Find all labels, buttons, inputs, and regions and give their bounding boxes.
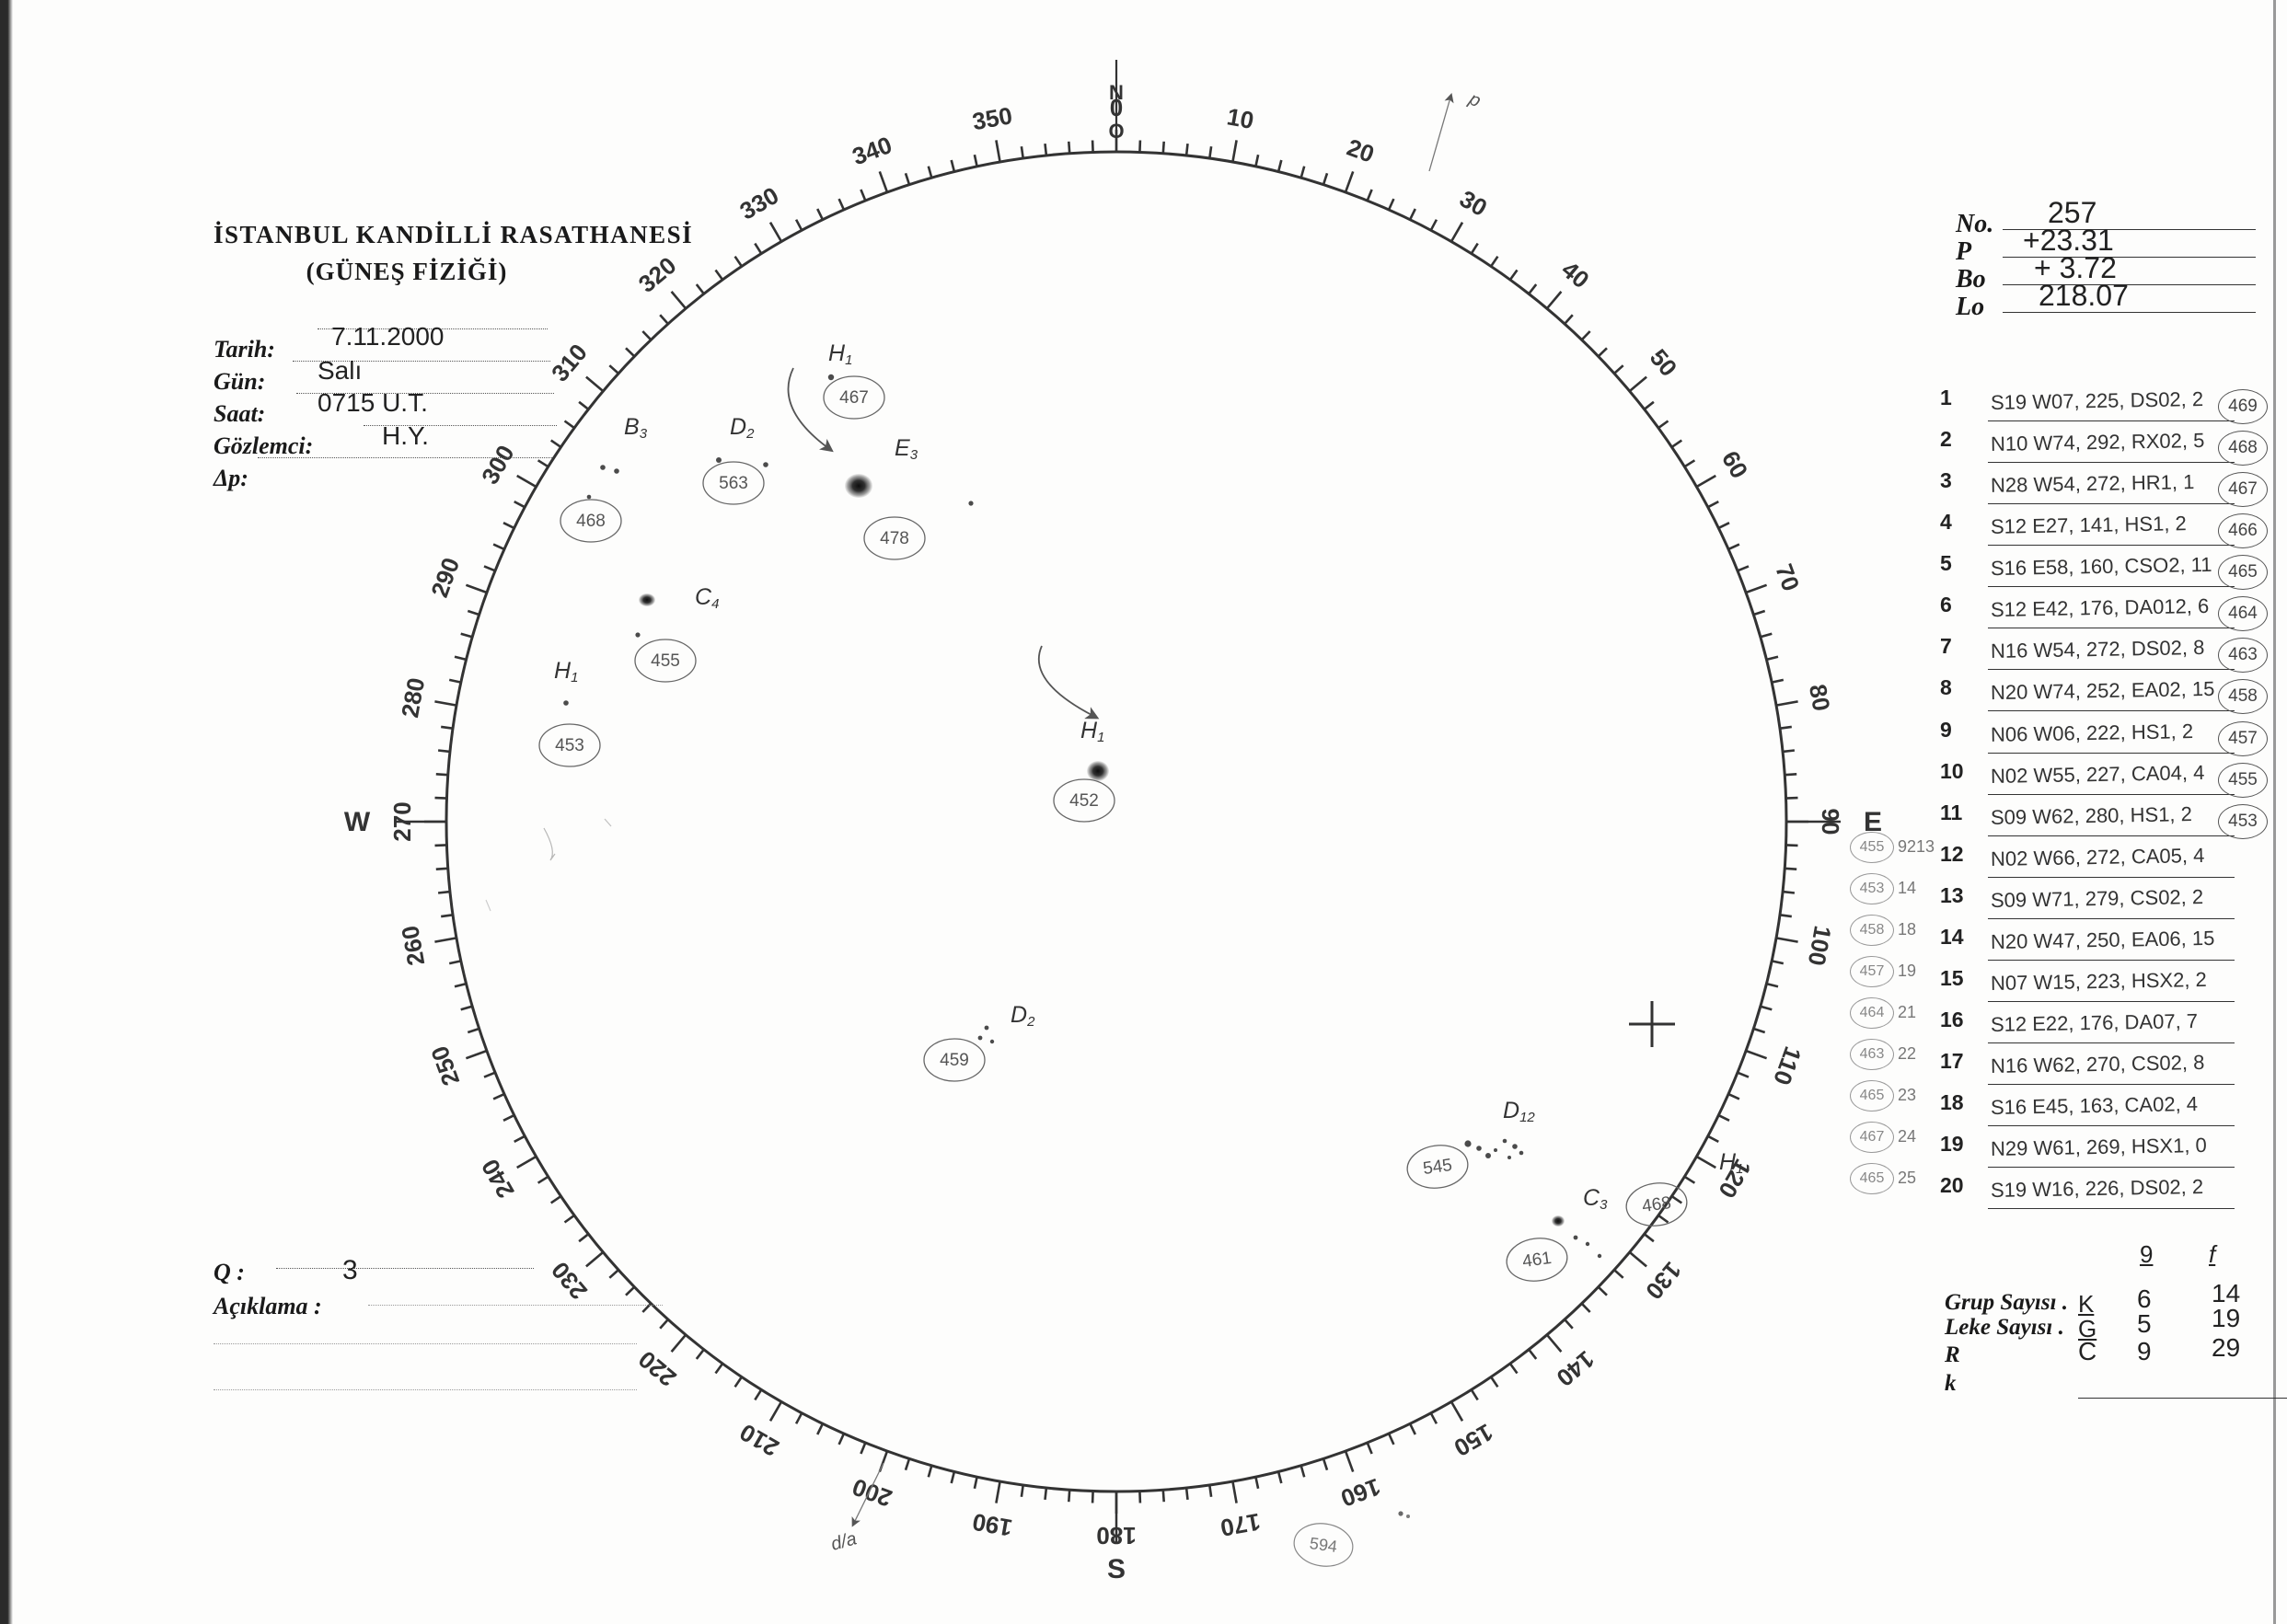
svg-text:452: 452 [1069, 791, 1099, 811]
svg-text:B3: B3 [624, 414, 648, 442]
svg-text:D12: D12 [1503, 1098, 1535, 1125]
svg-text:545: 545 [1422, 1156, 1453, 1179]
svg-text:H1: H1 [554, 658, 578, 685]
svg-text:E3: E3 [895, 435, 918, 463]
svg-text:H1: H1 [828, 340, 852, 368]
svg-text:468: 468 [576, 512, 606, 531]
svg-text:468: 468 [1641, 1193, 1672, 1216]
svg-text:459: 459 [940, 1051, 969, 1070]
svg-text:H1: H1 [1719, 1149, 1743, 1177]
svg-text:d/a: d/a [829, 1528, 860, 1554]
svg-text:p: p [1465, 88, 1484, 111]
svg-text:C3: C3 [1583, 1185, 1608, 1213]
svg-text:461: 461 [1521, 1249, 1553, 1272]
svg-text:478: 478 [880, 529, 909, 548]
svg-text:563: 563 [719, 474, 748, 493]
svg-text:594: 594 [1309, 1534, 1339, 1556]
svg-text:453: 453 [555, 736, 584, 755]
svg-text:455: 455 [651, 651, 680, 671]
svg-text:H1: H1 [1080, 718, 1104, 745]
svg-text:D2: D2 [1011, 1002, 1035, 1030]
svg-text:C4: C4 [695, 584, 719, 612]
svg-text:467: 467 [839, 388, 869, 408]
svg-text:D2: D2 [730, 414, 755, 442]
